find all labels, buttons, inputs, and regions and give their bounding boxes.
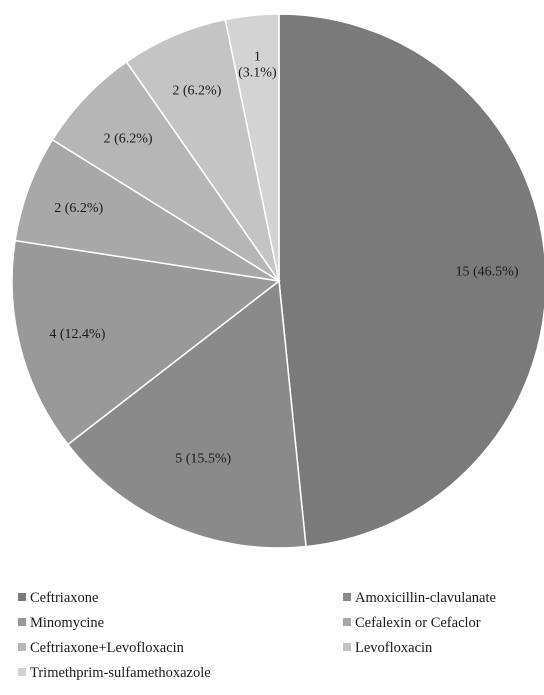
legend-label: Trimethprim-sulfamethoxazole (30, 665, 211, 681)
legend-label: Ceftriaxone+Levofloxacin (30, 640, 184, 656)
pie-chart: 15 (46.5%) 5 (15.5%) 4 (12.4%) 2 (6.2%) 2 (6… (11, 13, 544, 549)
legend-label: Cefalexin or Cefaclor (355, 615, 481, 631)
legend-swatch (343, 593, 351, 601)
pie-data-label-3: 4 (12.4%) (49, 327, 105, 342)
pie-slice-3 (11, 239, 281, 446)
legend-swatch (18, 593, 26, 601)
legend-swatch (18, 668, 26, 676)
pie-slice-1 (278, 13, 544, 548)
legend-item-4: Cefalexin or Cefaclor (343, 615, 481, 631)
pie-data-label-1: 15 (46.5%) (456, 265, 519, 280)
pie-data-label-7: 1 (3.1%) (238, 50, 277, 81)
pie-data-label-2: 5 (15.5%) (175, 452, 231, 467)
legend-label: Ceftriaxone (30, 590, 99, 606)
legend-swatch (343, 643, 351, 651)
legend-label: Amoxicillin-clavulanate (355, 590, 496, 606)
legend-item-3: Minomycine (18, 615, 104, 631)
pie-data-label-6: 2 (6.2%) (172, 84, 221, 99)
legend-swatch (18, 643, 26, 651)
pie-data-label-4: 2 (6.2%) (54, 201, 103, 216)
legend-swatch (18, 618, 26, 626)
pie-data-label-5: 2 (6.2%) (104, 132, 153, 147)
legend-item-2: Amoxicillin-clavulanate (343, 590, 496, 606)
pie-slices (11, 13, 544, 549)
legend-item-7: Trimethprim-sulfamethoxazole (18, 665, 211, 681)
legend-item-5: Ceftriaxone+Levofloxacin (18, 640, 184, 656)
legend-item-6: Levofloxacin (343, 640, 432, 656)
pie-data-labels: 15 (46.5%) 5 (15.5%) 4 (12.4%) 2 (6.2%) 2 (6… (49, 50, 518, 467)
pie-slice-7 (224, 13, 280, 282)
legend-item-1: Ceftriaxone (18, 590, 98, 606)
pie-slice-2 (66, 279, 307, 549)
legend-label: Levofloxacin (355, 640, 433, 656)
legend-label: Minomycine (30, 615, 105, 631)
legend-swatch (343, 618, 351, 626)
